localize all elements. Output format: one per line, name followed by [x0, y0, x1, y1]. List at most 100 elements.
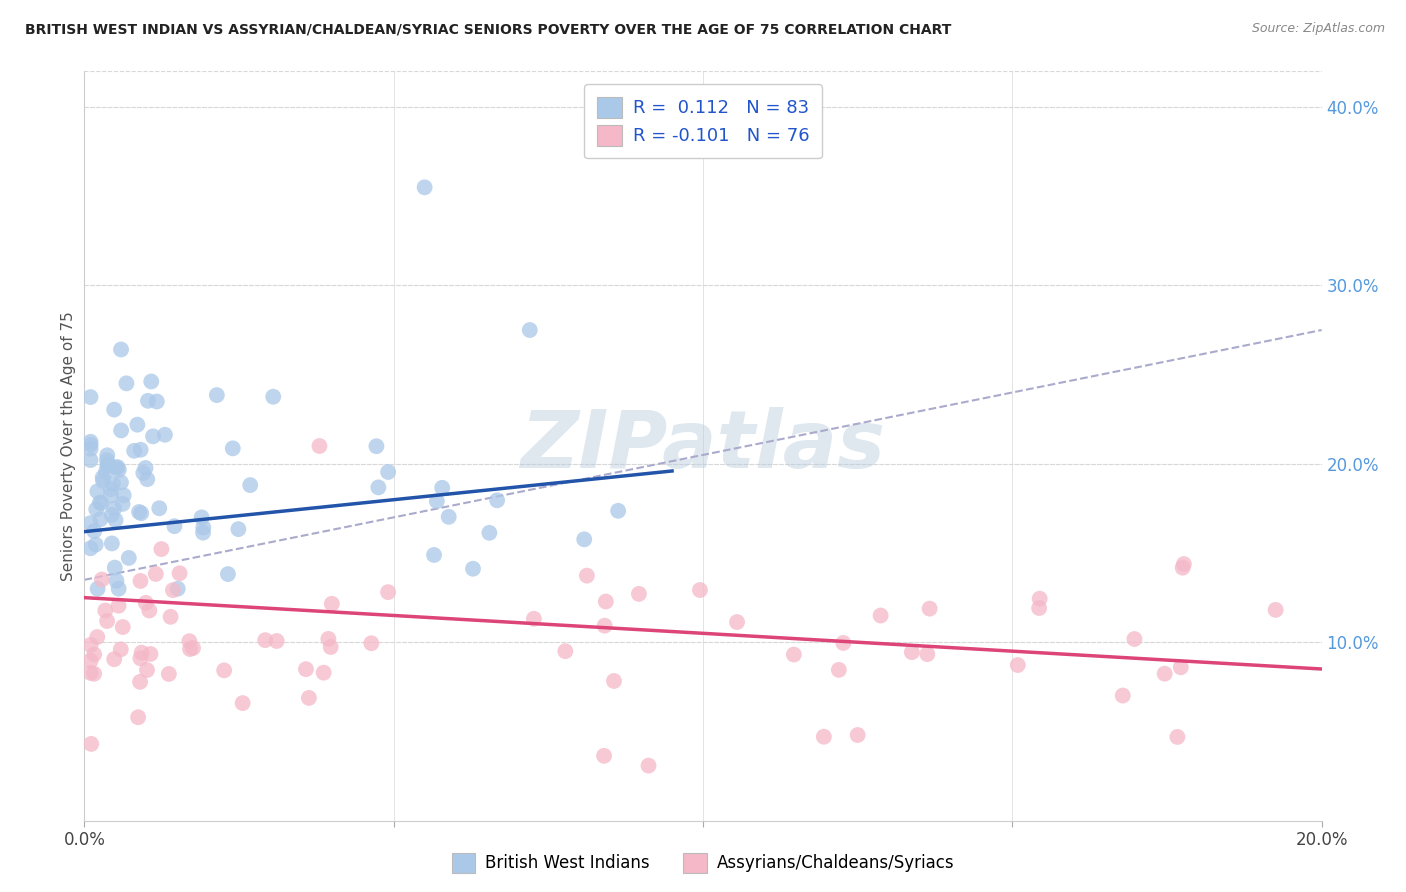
Point [212, 664, 235, 678]
Point [110, 343, 132, 357]
Point [181, 640, 204, 655]
Point [478, 525, 501, 540]
Point [129, 574, 152, 588]
Point [110, 475, 132, 490]
Point [321, 597, 343, 611]
Point [107, 599, 129, 613]
Point [142, 429, 165, 443]
Point [97, 458, 120, 472]
Point [917, 647, 939, 661]
Point [595, 594, 617, 608]
Point [96, 459, 118, 474]
Point [110, 424, 132, 438]
Point [1166, 730, 1188, 744]
Point [150, 542, 173, 557]
Point [127, 710, 149, 724]
Point [100, 508, 122, 522]
Point [169, 566, 191, 581]
Point [110, 642, 132, 657]
Point [157, 667, 180, 681]
Point [228, 522, 250, 536]
Point [111, 497, 134, 511]
Point [129, 651, 152, 665]
Point [90, 573, 112, 587]
Point [1028, 601, 1050, 615]
Point [637, 758, 659, 772]
Point [84, 502, 107, 516]
Point [437, 509, 460, 524]
Point [254, 633, 277, 648]
Point [104, 560, 127, 574]
Point [111, 620, 134, 634]
Point [100, 488, 122, 502]
Point [153, 427, 176, 442]
Point [1123, 632, 1146, 646]
Point [360, 636, 382, 650]
Point [519, 323, 541, 337]
Point [103, 402, 125, 417]
Point [79, 453, 101, 467]
Point [298, 690, 321, 705]
Legend: British West Indians, Assyrians/Chaldeans/Syriacs: British West Indians, Assyrians/Chaldean… [446, 847, 960, 880]
Point [190, 510, 212, 524]
Point [162, 583, 184, 598]
Point [107, 460, 129, 475]
Point [107, 582, 129, 596]
Point [593, 618, 616, 632]
Point [79, 434, 101, 449]
Point [603, 673, 626, 688]
Point [689, 582, 711, 597]
Point [101, 536, 124, 550]
Point [96, 448, 118, 462]
Point [413, 180, 436, 194]
Point [96, 453, 118, 467]
Point [627, 587, 650, 601]
Point [574, 533, 596, 547]
Point [319, 640, 342, 654]
Point [1112, 689, 1135, 703]
Point [129, 506, 152, 520]
Point [91, 470, 114, 484]
Point [832, 636, 855, 650]
Point [80, 737, 103, 751]
Point [901, 645, 924, 659]
Point [79, 442, 101, 456]
Point [367, 480, 389, 494]
Point [1028, 591, 1050, 606]
Point [607, 504, 630, 518]
Point [222, 442, 245, 456]
Point [79, 665, 101, 680]
Point [103, 652, 125, 666]
Point [135, 596, 157, 610]
Point [122, 443, 145, 458]
Point [134, 461, 156, 475]
Point [83, 648, 105, 662]
Point [179, 634, 201, 648]
Point [377, 585, 399, 599]
Point [83, 666, 105, 681]
Point [166, 582, 188, 596]
Point [318, 632, 340, 646]
Point [159, 609, 181, 624]
Point [575, 568, 598, 582]
Point [79, 638, 101, 652]
Point [1170, 660, 1192, 674]
Point [86, 484, 108, 499]
Point [813, 730, 835, 744]
Point [129, 442, 152, 457]
Point [89, 512, 111, 526]
Point [79, 438, 101, 452]
Point [918, 601, 941, 615]
Point [266, 634, 288, 648]
Point [107, 463, 129, 477]
Point [1171, 560, 1194, 574]
Text: ZIPatlas: ZIPatlas [520, 407, 886, 485]
Point [104, 513, 127, 527]
Point [100, 482, 122, 496]
Point [163, 519, 186, 533]
Point [136, 663, 159, 677]
Point [94, 465, 117, 479]
Point [90, 496, 112, 510]
Point [869, 608, 891, 623]
Point [423, 548, 446, 562]
